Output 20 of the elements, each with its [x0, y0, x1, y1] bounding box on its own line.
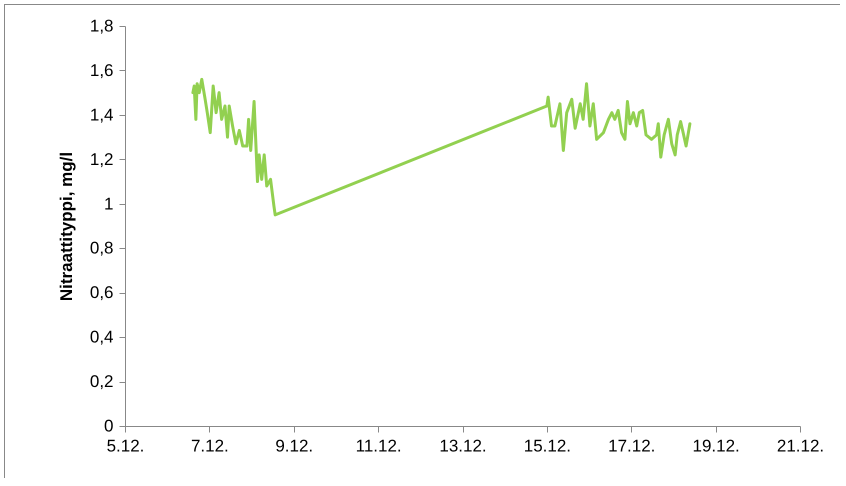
x-tick-label: 19.12.: [692, 436, 740, 456]
y-tick-label: 0,8: [90, 238, 114, 258]
y-tick-label: 0,4: [90, 328, 114, 347]
x-tick-label: 7.12.: [190, 436, 229, 456]
x-tick-label: 11.12.: [356, 436, 402, 456]
x-tick-label: 9.12.: [275, 436, 314, 456]
y-tick-label: 0,6: [90, 283, 114, 302]
x-tick-label: 15.12.: [524, 436, 572, 456]
y-tick-label: 1,6: [90, 60, 114, 80]
y-tick-label: 1: [104, 194, 114, 214]
x-tick-label: 13.12.: [439, 436, 487, 456]
y-tick-label: 1,2: [90, 150, 114, 169]
y-tick-label: 0,2: [90, 372, 114, 392]
x-tick-label: 17.12.: [608, 436, 656, 456]
y-tick-label: 1,8: [90, 16, 114, 36]
y-tick-label: 0: [104, 416, 114, 436]
x-tick-label: 5.12.: [106, 436, 144, 456]
y-tick-label: 1,4: [90, 105, 114, 124]
y-axis-title: Nitraattityppi, mg/l: [56, 152, 76, 302]
x-tick-label: 21.12.: [776, 436, 824, 456]
